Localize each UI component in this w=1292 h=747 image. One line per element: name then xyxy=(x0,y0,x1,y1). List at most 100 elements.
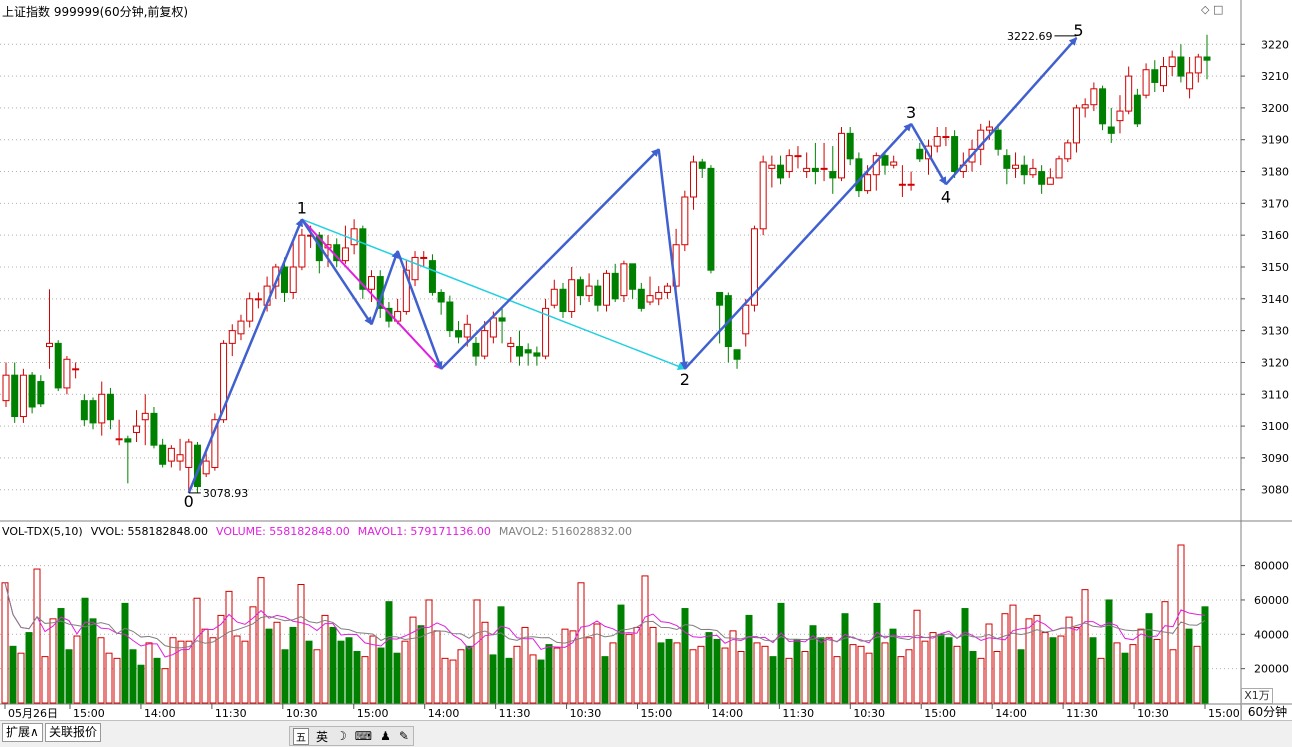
volume-bar xyxy=(545,644,553,704)
volume-bar xyxy=(681,608,689,704)
candle-body xyxy=(655,291,663,300)
volume-bar xyxy=(129,649,137,704)
candle xyxy=(350,219,358,255)
wave-line-0-1 xyxy=(187,218,304,494)
candle-body xyxy=(228,330,236,344)
candle-body xyxy=(359,228,367,290)
volume-bar xyxy=(713,638,721,704)
wave-line-down xyxy=(657,149,688,370)
volume-bar xyxy=(257,577,265,704)
candle-body xyxy=(1046,177,1054,185)
candle-body xyxy=(985,126,993,131)
candle-body xyxy=(437,291,445,303)
kline-chart[interactable]: 0 1 2 3 4 5 3078.93 3222.69 3220 3210 3200 3190 318… xyxy=(0,0,1292,720)
volume-bar xyxy=(585,637,593,704)
chart-title: 上证指数 999999(60分钟,前复权) xyxy=(2,5,189,19)
candle xyxy=(829,146,837,194)
candle-body xyxy=(133,425,141,433)
volume-bar xyxy=(481,621,489,704)
candle xyxy=(341,225,349,264)
candle-body xyxy=(211,419,219,468)
candle xyxy=(1064,139,1072,162)
volume-bar xyxy=(233,635,241,704)
window-control-icons[interactable]: ◇ □ xyxy=(1201,3,1224,16)
volume-bar xyxy=(929,632,937,704)
price-axis-label: 3110 xyxy=(1261,388,1289,401)
candle-body xyxy=(1029,167,1037,176)
time-axis-label: 11:30 xyxy=(499,707,531,720)
volume-bar xyxy=(913,609,921,704)
candle xyxy=(1055,155,1063,179)
volume-bar xyxy=(409,616,417,704)
candle xyxy=(690,155,698,210)
candle-body xyxy=(977,129,985,150)
candle xyxy=(568,267,576,318)
volume-bar xyxy=(329,626,337,704)
candle-body xyxy=(124,438,132,443)
volume-bar xyxy=(489,654,497,704)
tab-expand[interactable]: 扩展∧ xyxy=(2,723,43,742)
period-selector[interactable]: 60分钟 xyxy=(1241,704,1292,720)
volume-bar xyxy=(825,637,833,704)
candle xyxy=(733,349,741,369)
volume-bar xyxy=(641,575,649,704)
candle xyxy=(106,387,114,430)
candle-body xyxy=(1203,56,1211,61)
ime-language-toggle[interactable]: 英 xyxy=(316,729,329,744)
candle xyxy=(542,298,550,360)
candle-body xyxy=(446,301,454,332)
volume-bar xyxy=(1121,652,1129,704)
candle-body xyxy=(220,342,228,421)
wrench-icon[interactable]: ✎ xyxy=(398,729,409,743)
volume-bar xyxy=(961,608,969,704)
ime-logo-icon[interactable]: 五 xyxy=(293,727,309,745)
volume-bar xyxy=(145,642,153,704)
candle xyxy=(411,251,419,287)
tab-related-quotes[interactable]: 关联报价 xyxy=(45,723,102,742)
wave-label-3: 3 xyxy=(906,103,916,122)
candle-body xyxy=(54,342,62,389)
volume-bar xyxy=(785,657,793,704)
candle-body xyxy=(150,412,158,446)
candle-body xyxy=(1168,56,1176,68)
moon-icon[interactable]: ☽ xyxy=(336,729,347,743)
volume-bar xyxy=(529,654,537,704)
candle xyxy=(472,337,480,366)
candle xyxy=(942,127,950,147)
wave-label-1: 1 xyxy=(297,198,307,217)
keyboard-icon[interactable]: ⌨ xyxy=(354,729,373,743)
volume-bar xyxy=(513,645,521,704)
volume-bar xyxy=(745,614,753,704)
volume-unit-label[interactable]: X1万 xyxy=(1241,688,1273,704)
candle xyxy=(19,368,27,423)
candle-body xyxy=(1142,69,1150,96)
volume-bar xyxy=(377,647,385,704)
volume-bar xyxy=(201,628,209,704)
volume-bar xyxy=(1201,606,1209,704)
candle-body xyxy=(603,272,610,306)
candle xyxy=(420,251,428,267)
volume-bar xyxy=(73,635,81,704)
candle-body xyxy=(1055,158,1063,179)
volume-bar xyxy=(977,657,985,704)
candle xyxy=(916,142,924,162)
volume-axis-label: 40000 xyxy=(1254,628,1289,641)
candle-body xyxy=(881,155,889,166)
candle xyxy=(359,225,367,299)
candle xyxy=(211,413,219,471)
vol-indicator-name[interactable]: VOL-TDX(5,10) xyxy=(2,525,83,538)
candle xyxy=(585,273,593,302)
candle-body xyxy=(768,164,776,169)
ime-toolbar[interactable]: 五 英 ☽ ⌨ ♟ ✎ xyxy=(289,726,414,746)
volume-bar xyxy=(81,597,89,704)
candle xyxy=(176,438,184,471)
price-axis-label: 3180 xyxy=(1261,166,1289,179)
candle xyxy=(1168,50,1176,77)
candle xyxy=(811,142,819,185)
time-axis-label: 11:30 xyxy=(782,707,814,720)
user-icon[interactable]: ♟ xyxy=(380,729,391,743)
candle-body xyxy=(1151,69,1159,83)
volume-bar xyxy=(193,597,201,704)
time-axis-label: 10:30 xyxy=(286,707,318,720)
